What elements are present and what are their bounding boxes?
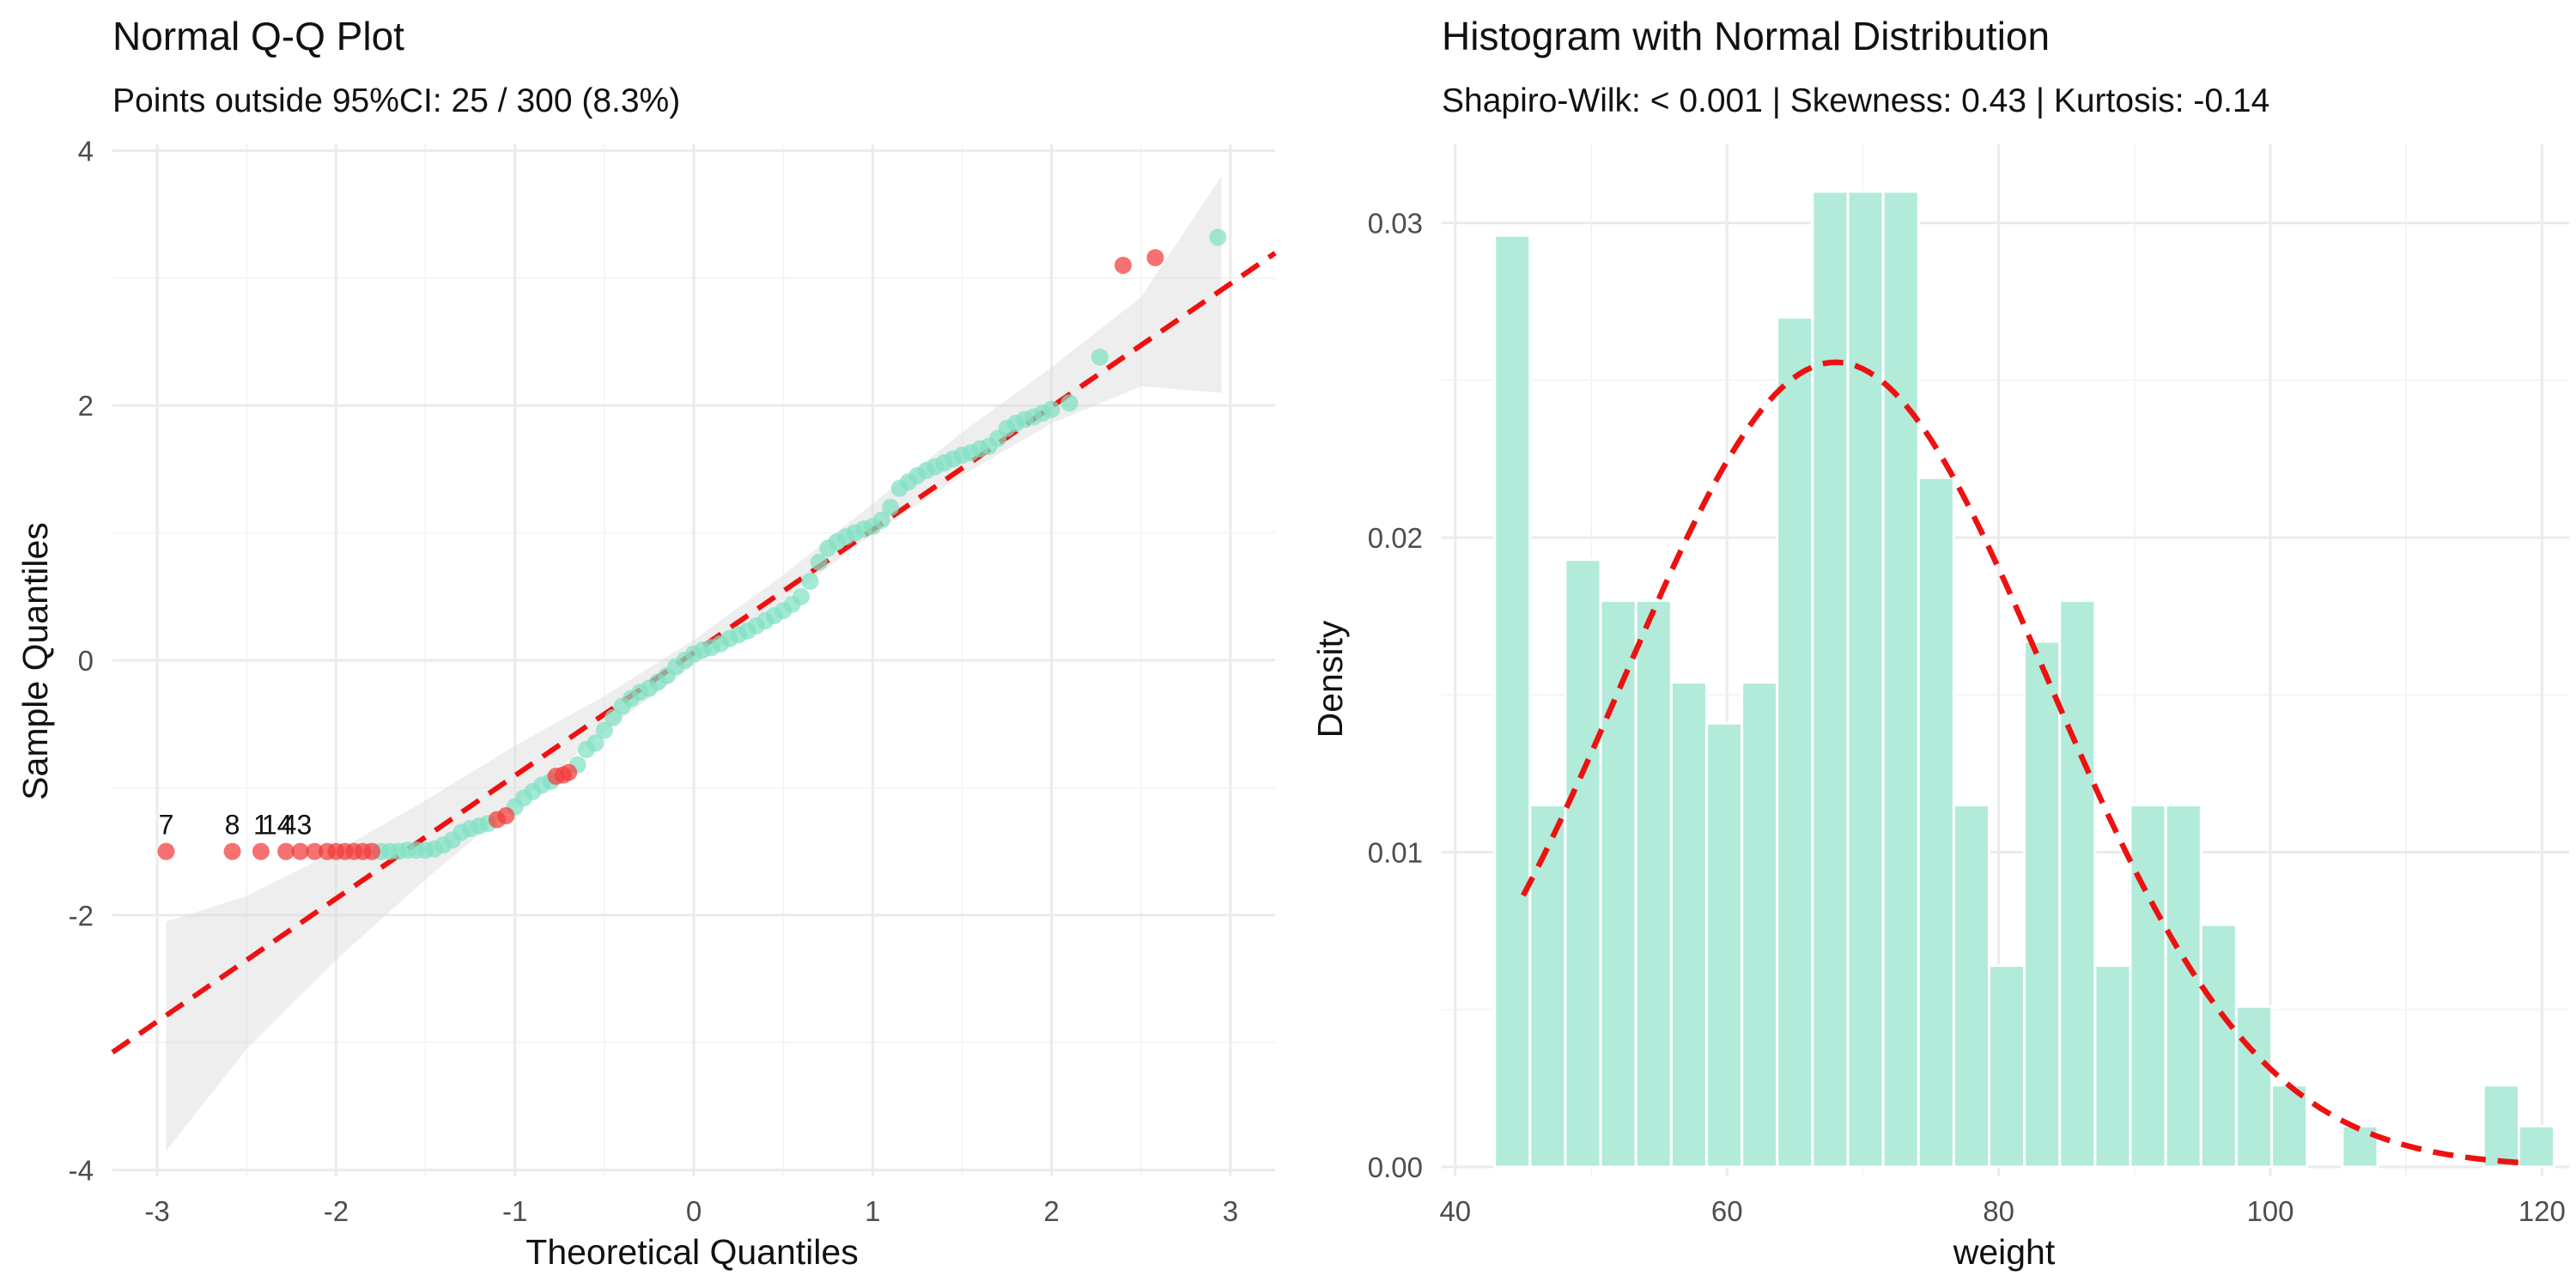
qq-outlier-point bbox=[363, 842, 381, 860]
histogram-y-tick-label: 0.03 bbox=[1368, 208, 1423, 240]
qq-point bbox=[586, 734, 605, 752]
qq-point bbox=[1042, 400, 1060, 418]
histogram-bar bbox=[1811, 190, 1850, 1169]
histogram-bar bbox=[1528, 804, 1567, 1169]
qq-outlier-point bbox=[252, 842, 270, 860]
qq-y-axis-title: Sample Quantiles bbox=[15, 522, 55, 800]
histogram-bar bbox=[1564, 558, 1602, 1169]
histogram-bar bbox=[1846, 190, 1885, 1169]
qq-outlier-point bbox=[1146, 249, 1164, 267]
histogram-bar bbox=[2058, 598, 2097, 1169]
qq-confidence-band bbox=[166, 176, 1222, 1151]
histogram-bar bbox=[1493, 234, 1532, 1169]
histogram-x-tick-label: 80 bbox=[1983, 1195, 2014, 1227]
histogram-bar bbox=[2482, 1084, 2520, 1169]
qq-point bbox=[1060, 394, 1078, 412]
histogram-bar bbox=[1704, 721, 1744, 1169]
histogram-bar bbox=[2023, 640, 2062, 1169]
histogram-bar bbox=[1741, 681, 1779, 1169]
histogram-y-tick-label: 0.00 bbox=[1368, 1151, 1423, 1183]
qq-axes: -3 -2 -1 0 1 2 3 -4 -2 0 2 4 bbox=[69, 135, 1238, 1227]
normal-curve-dashed bbox=[1521, 359, 2529, 1166]
histogram-y-axis-title: Density bbox=[1310, 620, 1350, 738]
histogram-bar bbox=[2129, 804, 2167, 1169]
qq-outlier-point bbox=[497, 807, 515, 825]
histogram-x-tick-label: 40 bbox=[1439, 1195, 1471, 1227]
histogram-bar bbox=[1917, 476, 1955, 1169]
qq-y-tick-label: 0 bbox=[78, 645, 94, 677]
qq-point bbox=[872, 511, 890, 529]
qq-title: Normal Q-Q Plot bbox=[112, 14, 404, 58]
histogram-bar bbox=[2164, 804, 2202, 1169]
histogram-y-tick-label: 0.01 bbox=[1368, 837, 1423, 869]
histogram-bar bbox=[2093, 963, 2132, 1169]
qq-point bbox=[595, 721, 613, 739]
qq-y-tick-label: 4 bbox=[78, 135, 94, 167]
qq-point-label: 1 bbox=[253, 810, 269, 841]
histogram-title: Histogram with Normal Distribution bbox=[1442, 14, 2050, 58]
qq-x-axis-title: Theoretical Quantiles bbox=[526, 1232, 858, 1272]
qq-point-label: 43 bbox=[282, 810, 313, 841]
qq-outlier-point bbox=[306, 842, 324, 860]
histogram-bar bbox=[2270, 1084, 2309, 1169]
histogram-x-axis-title: weight bbox=[1953, 1232, 2056, 1272]
qq-outlier-point bbox=[560, 763, 578, 781]
qq-x-tick-label: 0 bbox=[686, 1195, 702, 1227]
qq-outlier-point bbox=[223, 842, 241, 860]
qq-y-tick-label: 2 bbox=[78, 390, 94, 422]
qq-point bbox=[882, 498, 900, 516]
qq-outlier-point bbox=[291, 842, 309, 860]
qq-outlier-point bbox=[277, 842, 295, 860]
histogram-bar bbox=[1634, 598, 1673, 1169]
histogram-axes: 40 60 80 100 120 0.00 0.01 0.02 0.03 bbox=[1368, 208, 2566, 1227]
qq-x-tick-label: 3 bbox=[1223, 1195, 1238, 1227]
qq-x-tick-label: 2 bbox=[1043, 1195, 1059, 1227]
qq-y-tick-label: -4 bbox=[69, 1155, 94, 1187]
qq-point bbox=[792, 587, 810, 605]
histogram-panel: 40 60 80 100 120 0.00 0.01 0.02 0.03 Histogram w… bbox=[1310, 14, 2569, 1272]
histogram-subtitle: Shapiro-Wilk: < 0.001 | Skewness: 0.43 |… bbox=[1442, 82, 2269, 119]
histogram-bar bbox=[1776, 316, 1814, 1169]
qq-point bbox=[1091, 348, 1109, 366]
qq-point bbox=[1209, 228, 1227, 246]
qq-point-label: 7 bbox=[159, 810, 174, 841]
histogram-x-tick-label: 100 bbox=[2246, 1195, 2293, 1227]
histogram-bar bbox=[1988, 963, 2026, 1169]
histogram-bar bbox=[2199, 923, 2238, 1169]
histogram-x-tick-label: 60 bbox=[1711, 1195, 1743, 1227]
normal-density-curve bbox=[1521, 359, 2529, 1166]
qq-point bbox=[810, 553, 828, 571]
qq-point-label: 14 bbox=[262, 810, 293, 841]
qq-x-tick-label: -2 bbox=[324, 1195, 349, 1227]
histogram-bar bbox=[1952, 804, 1991, 1169]
histogram-x-tick-label: 120 bbox=[2518, 1195, 2566, 1227]
qq-x-tick-label: -3 bbox=[144, 1195, 169, 1227]
histogram-bar bbox=[1881, 190, 1920, 1169]
qq-subtitle: Points outside 95%CI: 25 / 300 (8.3%) bbox=[112, 82, 680, 119]
histogram-bar bbox=[1669, 681, 1708, 1169]
qq-ci-band-area bbox=[166, 176, 1222, 1151]
histogram-y-tick-label: 0.02 bbox=[1368, 522, 1423, 554]
histogram-bars bbox=[1493, 190, 2556, 1169]
qq-point-label: 8 bbox=[225, 810, 240, 841]
qq-x-tick-label: -1 bbox=[502, 1195, 527, 1227]
qq-points bbox=[157, 228, 1227, 860]
histogram-bar bbox=[2517, 1124, 2556, 1169]
qq-outlier-point bbox=[157, 842, 175, 860]
qq-point bbox=[801, 572, 819, 590]
qq-x-tick-label: 1 bbox=[865, 1195, 880, 1227]
histogram-bar bbox=[2234, 1005, 2274, 1169]
qq-outlier-point bbox=[1114, 256, 1132, 274]
qq-y-tick-label: -2 bbox=[69, 900, 94, 932]
